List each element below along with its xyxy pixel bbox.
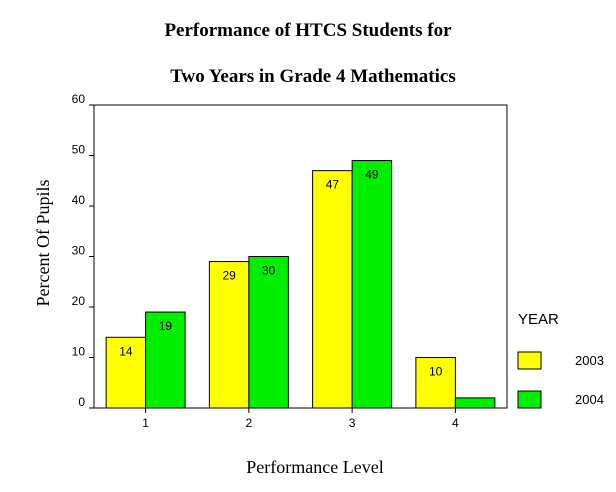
legend-label-2003: 2003 — [575, 353, 604, 368]
y-tick-label-0: 0 — [78, 395, 85, 409]
legend-title: YEAR — [518, 311, 559, 328]
chart-title-line1: Performance of HTCS Students for — [164, 20, 452, 41]
x-tick-label-3: 3 — [349, 416, 356, 430]
data-labels: 14 19 29 30 47 49 10 — [119, 168, 442, 379]
data-label-2003-level-2: 29 — [222, 269, 236, 283]
x-tick-label-1: 1 — [142, 416, 149, 430]
bar-2003-level-4 — [415, 357, 456, 409]
y-tick-label-40: 40 — [72, 193, 86, 207]
x-axis-title: Performance Level — [246, 457, 383, 477]
data-label-2003-level-4: 10 — [429, 365, 443, 379]
y-axis-title: Percent Of Pupils — [33, 180, 53, 307]
bar-2003-level-3 — [312, 170, 353, 409]
bar-2004-level-4 — [454, 397, 496, 409]
chart-title-line2: Two Years in Grade 4 Mathematics — [170, 66, 455, 87]
legend-label-2004: 2004 — [575, 392, 604, 407]
y-tick-label-50: 50 — [72, 143, 86, 157]
y-tick-label-30: 30 — [72, 244, 86, 258]
data-label-2003-level-3: 47 — [326, 178, 340, 192]
legend: YEAR 2003 2004 — [517, 311, 604, 409]
x-tick-label-4: 4 — [452, 416, 459, 430]
bar-2004-level-1 — [145, 311, 186, 409]
y-tick-label-60: 60 — [72, 92, 86, 106]
y-tick-label-10: 10 — [72, 345, 86, 359]
y-tick-label-20: 20 — [72, 294, 86, 308]
legend-swatch-2003 — [517, 351, 542, 370]
y-axis: 0 10 20 30 40 50 60 — [72, 92, 94, 409]
bars — [105, 160, 496, 409]
bar-2004-level-2 — [248, 256, 289, 409]
legend-swatch-2004 — [517, 390, 542, 409]
x-axis: 1 2 3 4 — [142, 408, 459, 430]
data-label-2004-level-3: 49 — [365, 168, 379, 182]
bar-2004-level-3 — [351, 160, 393, 409]
data-label-2004-level-2: 30 — [262, 264, 276, 278]
data-label-2003-level-1: 14 — [119, 344, 133, 358]
data-label-2004-level-1: 19 — [159, 319, 173, 333]
bar-2003-level-2 — [208, 261, 250, 409]
bar-2003-level-1 — [105, 336, 147, 409]
x-tick-label-2: 2 — [246, 416, 253, 430]
